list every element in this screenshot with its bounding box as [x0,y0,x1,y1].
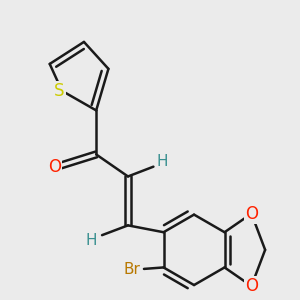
Text: H: H [85,232,97,247]
Text: O: O [245,205,258,223]
Text: O: O [48,158,61,176]
Text: S: S [54,82,65,100]
Text: Br: Br [123,262,140,278]
Text: H: H [157,154,168,169]
Text: O: O [245,277,258,295]
